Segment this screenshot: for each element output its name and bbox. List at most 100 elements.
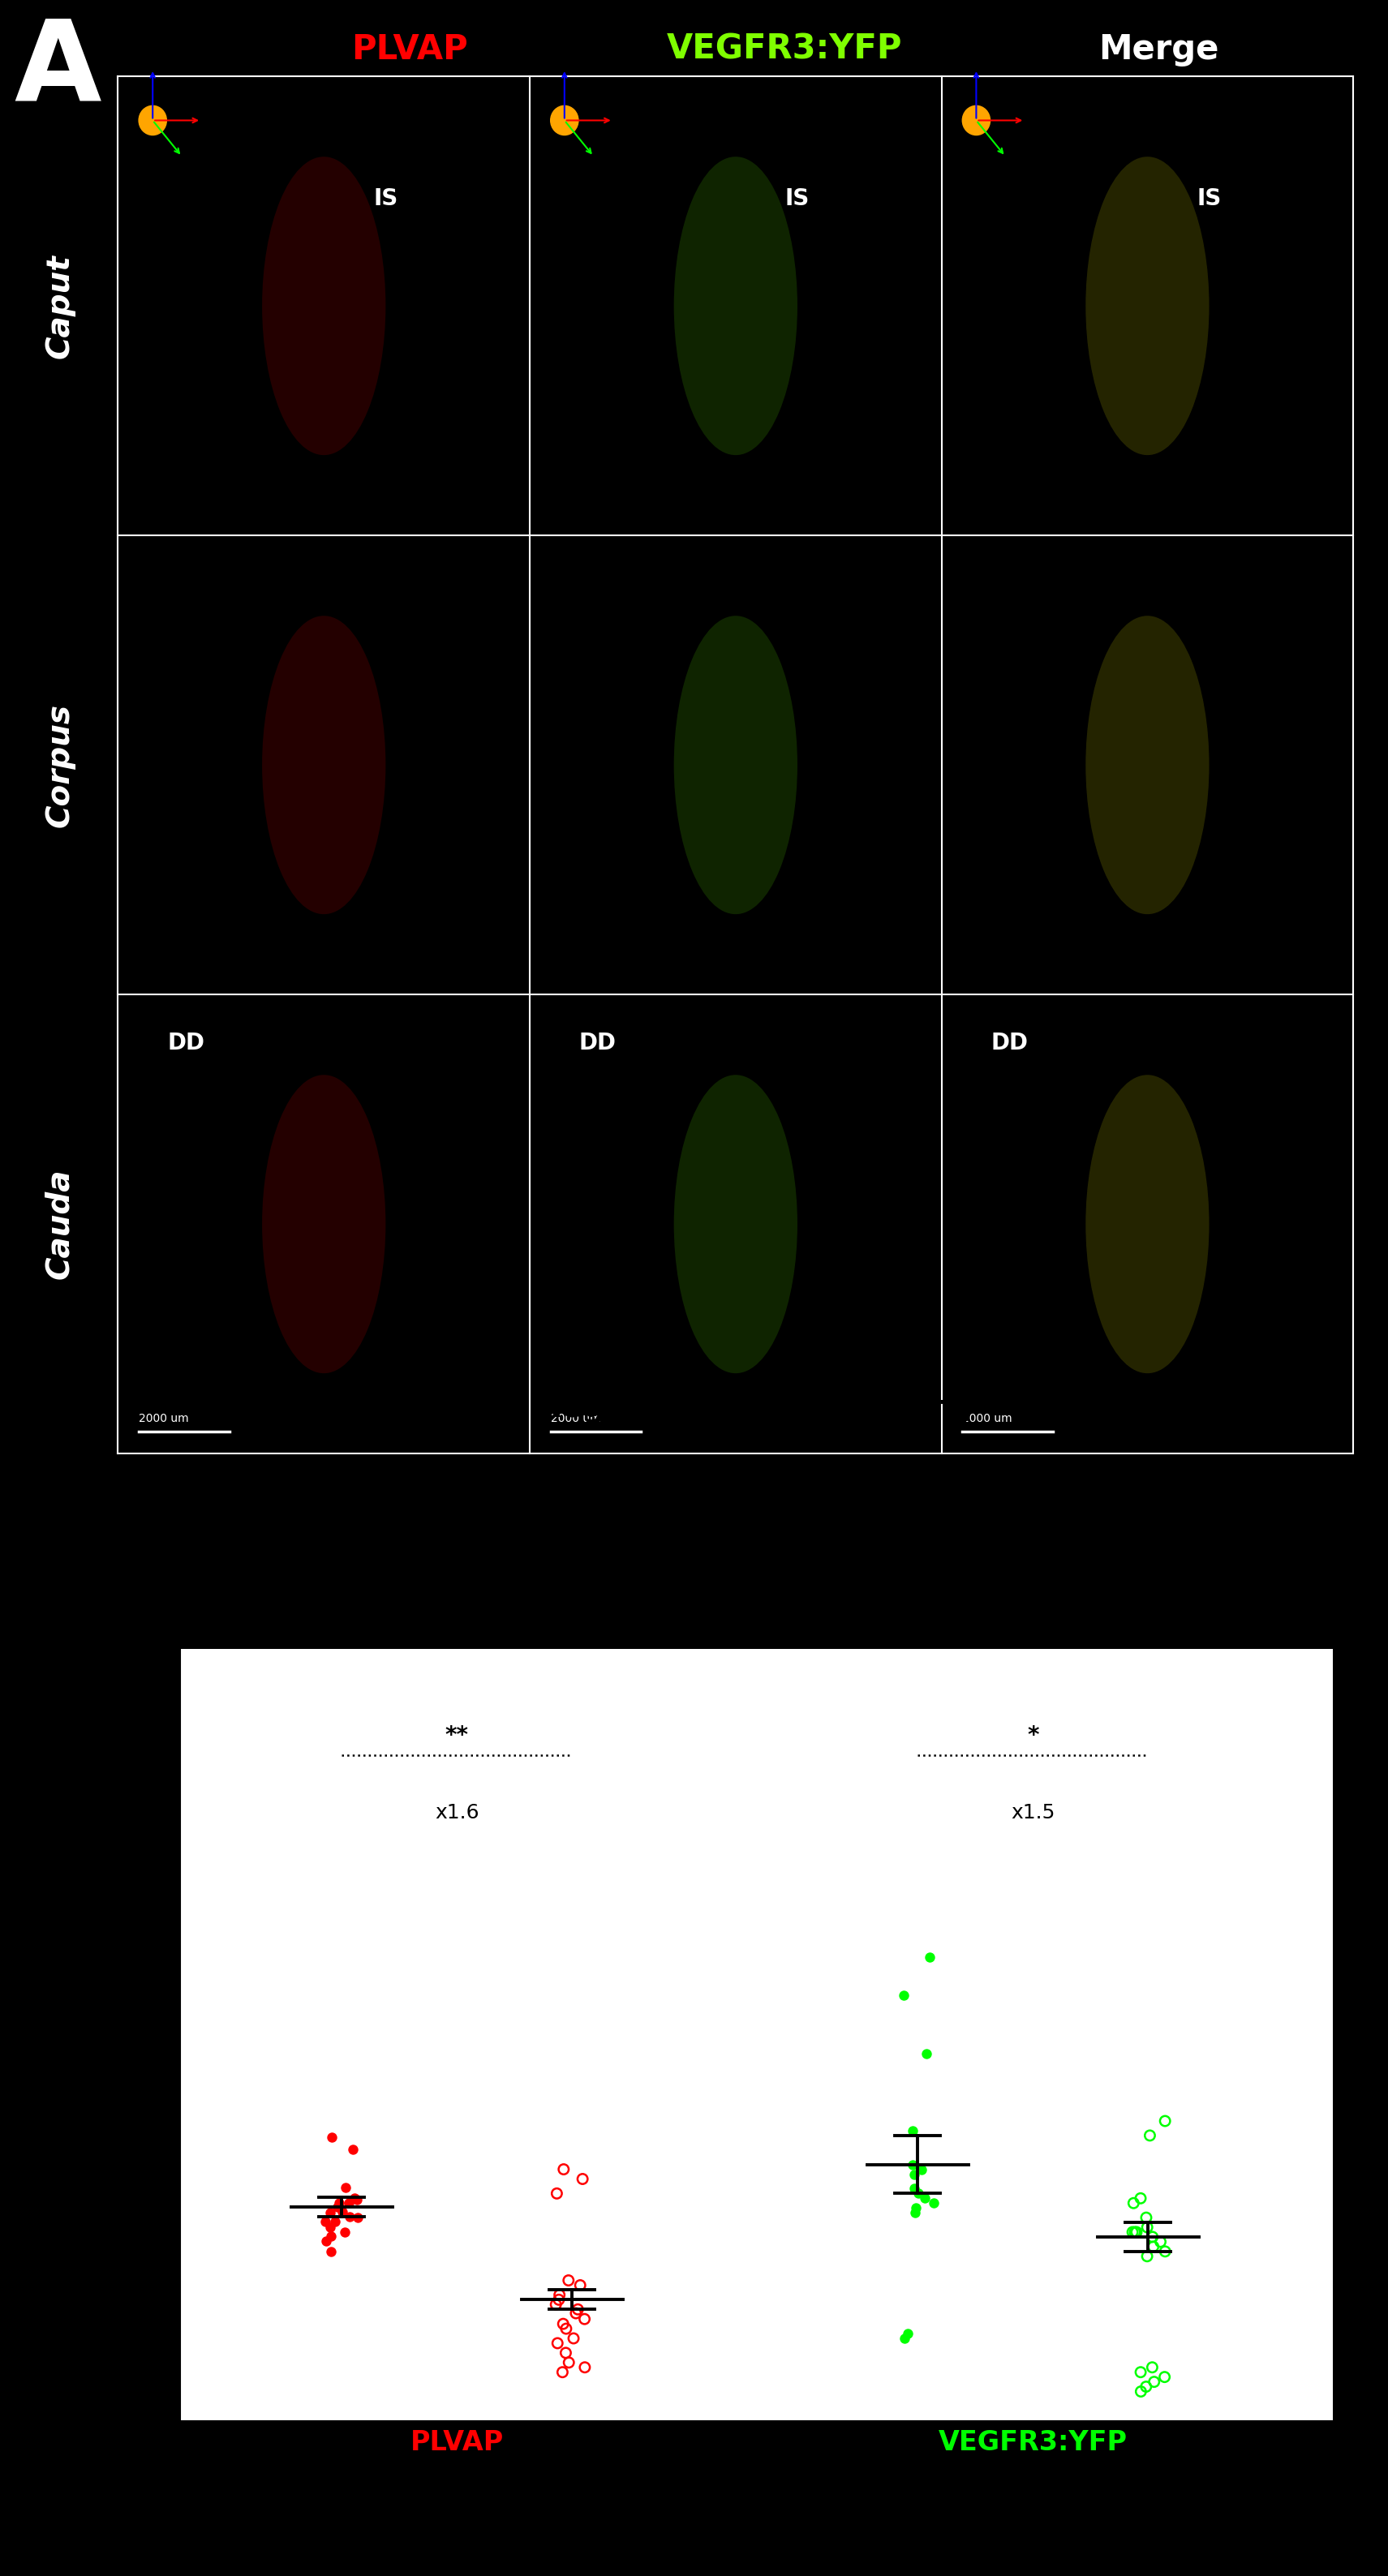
Point (923, 2182, 945, 2223)
Point (337, 2182, 359, 2223)
Point (552, 2303, 575, 2344)
Point (319, 2208, 341, 2249)
Point (562, 2318, 584, 2360)
Point (1142, 2226, 1165, 2267)
Point (548, 2275, 570, 2316)
Ellipse shape (675, 157, 797, 456)
Point (1141, 2347, 1163, 2388)
Point (548, 2280, 570, 2321)
Text: VEGFR3:YFP: VEGFR3:YFP (666, 33, 902, 67)
Text: x1.6: x1.6 (434, 1803, 479, 1824)
Point (913, 2177, 936, 2218)
Text: 2000 um: 2000 um (962, 1412, 1012, 1425)
Text: 2000 um: 2000 um (551, 1412, 601, 1425)
Point (904, 2192, 926, 2233)
Circle shape (962, 106, 990, 134)
Ellipse shape (262, 1074, 386, 1373)
Point (915, 2032, 937, 2074)
Text: A: A (14, 15, 101, 124)
Circle shape (139, 106, 167, 134)
Point (1122, 2210, 1144, 2251)
Ellipse shape (675, 616, 797, 914)
Text: Corpus: Corpus (44, 703, 75, 827)
Text: Cauda: Cauda (44, 1170, 75, 1280)
Point (565, 2293, 587, 2334)
Point (551, 2352, 573, 2393)
Text: DD: DD (991, 1033, 1029, 1054)
Point (1149, 2221, 1171, 2262)
Point (906, 2174, 929, 2215)
Point (892, 1976, 915, 2017)
Point (1153, 2231, 1176, 2272)
Point (326, 2187, 348, 2228)
Text: 2000 um: 2000 um (139, 1412, 189, 1425)
Ellipse shape (262, 616, 386, 914)
Point (552, 2148, 575, 2190)
Point (329, 2182, 351, 2223)
Point (1130, 2370, 1152, 2411)
Text: Cauda: Cauda (888, 1510, 947, 1525)
Point (573, 2347, 595, 2388)
Point (1153, 2099, 1176, 2141)
Text: ○: ○ (819, 1507, 837, 1528)
Point (1123, 2182, 1145, 2223)
Point (572, 2159, 594, 2200)
Point (319, 2192, 341, 2233)
Point (904, 2169, 926, 2210)
Point (919, 1937, 941, 1978)
Point (1130, 2352, 1152, 2393)
Point (1124, 2210, 1146, 2251)
Point (1144, 2362, 1166, 2403)
Text: IS: IS (1196, 188, 1221, 209)
Ellipse shape (675, 1074, 797, 1373)
Point (566, 2290, 589, 2329)
Point (897, 2313, 919, 2354)
Point (335, 2210, 357, 2251)
Point (1138, 2115, 1160, 2156)
Point (905, 2187, 927, 2228)
Point (341, 2128, 364, 2169)
Y-axis label: Arbitrary unit: Arbitrary unit (108, 1968, 128, 2102)
Point (894, 2318, 916, 2360)
Point (1153, 2357, 1176, 2398)
Point (555, 2331, 577, 2372)
Text: IS: IS (786, 188, 809, 209)
Text: **: ** (446, 1723, 469, 1747)
Circle shape (551, 106, 579, 134)
Point (1135, 2236, 1158, 2277)
Point (911, 2148, 933, 2190)
Text: B: B (14, 1484, 100, 1595)
Point (1141, 2215, 1163, 2257)
Point (569, 2264, 591, 2306)
Point (1126, 2210, 1148, 2251)
Text: [: [ (491, 1510, 504, 1525)
Point (555, 2308, 577, 2349)
Text: IS: IS (373, 188, 398, 209)
Text: ●: ● (462, 1507, 480, 1528)
Point (544, 2285, 566, 2326)
Text: ]: ] (973, 1510, 980, 1525)
Ellipse shape (1085, 1074, 1209, 1373)
Text: Caput: Caput (44, 252, 75, 358)
Point (1130, 2177, 1152, 2218)
Text: [: [ (848, 1510, 862, 1525)
Text: DD: DD (579, 1033, 616, 1054)
Point (545, 2174, 568, 2215)
Ellipse shape (1085, 157, 1209, 456)
Point (323, 2200, 346, 2241)
Point (346, 2179, 368, 2221)
Text: DD: DD (168, 1033, 204, 1054)
Point (343, 2177, 365, 2218)
Ellipse shape (262, 157, 386, 456)
Point (319, 2215, 341, 2257)
Point (904, 2154, 926, 2195)
Text: x1.5: x1.5 (1010, 1803, 1055, 1824)
Point (315, 2221, 337, 2262)
Text: Regional vessels density: Regional vessels density (537, 1394, 976, 1425)
Point (1137, 2208, 1159, 2249)
Point (335, 2166, 357, 2208)
Point (902, 2110, 924, 2151)
Ellipse shape (1085, 616, 1209, 914)
Text: -IS]: -IS] (616, 1510, 647, 1525)
Text: *: * (1027, 1723, 1038, 1747)
